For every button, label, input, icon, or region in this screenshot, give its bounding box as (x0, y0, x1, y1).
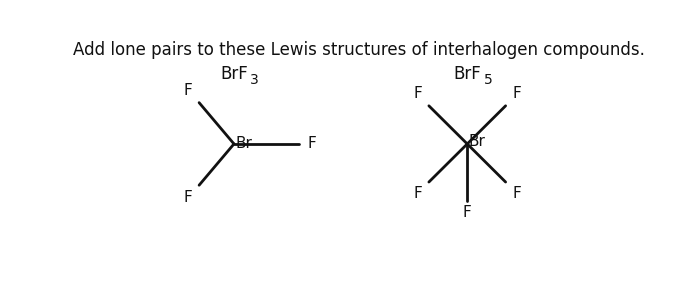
Text: BrF: BrF (220, 65, 248, 83)
Text: F: F (463, 205, 472, 220)
Text: 3: 3 (250, 73, 259, 87)
Text: Br: Br (236, 137, 253, 151)
Text: Add lone pairs to these Lewis structures of interhalogen compounds.: Add lone pairs to these Lewis structures… (73, 41, 645, 59)
Text: F: F (307, 137, 316, 151)
Text: F: F (414, 86, 422, 101)
Text: Br: Br (469, 134, 486, 149)
Text: F: F (512, 186, 521, 201)
Text: F: F (512, 86, 521, 101)
Text: F: F (414, 186, 422, 201)
Text: F: F (184, 190, 192, 205)
Text: F: F (184, 83, 192, 98)
Text: 5: 5 (484, 73, 492, 87)
Text: BrF: BrF (454, 65, 481, 83)
